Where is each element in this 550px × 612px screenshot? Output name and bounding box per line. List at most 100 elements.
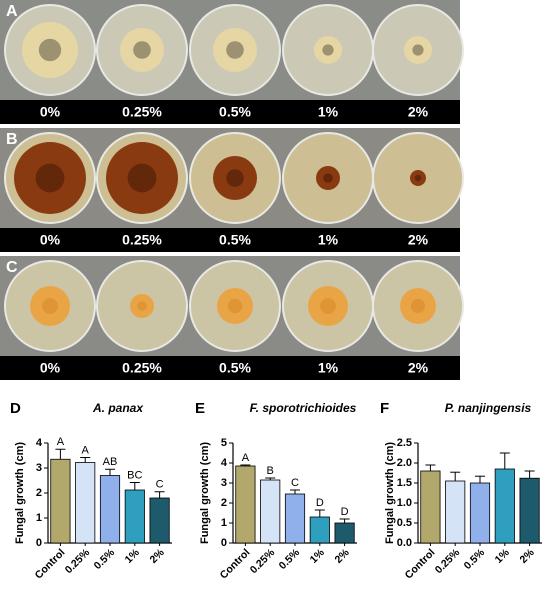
significance-letter: A [82,444,90,456]
y-tick-label: 2.5 [397,437,412,449]
bar [469,482,491,544]
chart-title: P. nanjingensis [445,401,532,415]
y-tick-label: 2 [221,497,227,509]
significance-letter: A [242,452,250,464]
panel-letter: A [6,3,18,20]
concentration-label: 0.25% [122,104,162,120]
colony-core [38,38,62,62]
colony-core [320,298,336,314]
x-tick-label: 2% [517,546,537,566]
chart-title: A. panax [92,401,144,415]
error-bar [240,464,251,466]
concentration-label: 0% [40,104,61,120]
error-bar [265,477,276,480]
x-tick-label: Control [33,547,68,582]
significance-letter: B [267,465,274,477]
bar [445,480,466,544]
bar [334,522,355,544]
colony-core [127,163,157,193]
colony-core [410,298,426,314]
y-tick-label: 3 [36,462,42,474]
concentration-label: 2% [408,232,429,248]
chart-title: F. sporotrichioides [250,401,357,415]
error-bar [105,468,115,476]
concentration-label: 0.5% [219,104,251,120]
error-bar [154,491,165,498]
x-tick-label: 0.5% [277,546,303,572]
y-tick-label: 0 [36,537,42,549]
bar [494,468,515,544]
colony-core [226,169,244,187]
x-tick-label: 0.25% [63,546,93,576]
colony-core [414,174,422,182]
x-tick-label: 0.25% [248,546,278,576]
error-bar [129,482,140,490]
colony-core [42,298,58,314]
x-tick-label: 1% [493,546,513,566]
error-bar [499,452,510,469]
x-tick-label: 1% [123,546,143,566]
colony-core [412,44,424,56]
error-bar [450,471,461,481]
label-strip [0,100,460,124]
label-strip [0,228,460,252]
colony-core [226,41,244,59]
significance-letter: AB [103,456,118,468]
error-bar [314,509,325,517]
significance-letter: D [316,497,324,509]
panel-letter: B [6,131,18,148]
x-tick-label: 0.5% [92,546,118,572]
x-tick-label: 0.5% [462,546,488,572]
x-tick-label: Control [403,547,438,582]
concentration-label: 0.25% [122,232,162,248]
y-tick-label: 0.0 [397,537,412,549]
bar [284,493,306,544]
significance-letter: C [291,477,299,489]
concentration-label: 0.5% [219,232,251,248]
concentration-label: 1% [318,104,339,120]
concentration-label: 2% [408,360,429,376]
y-tick-label: 4 [36,437,43,449]
concentration-label: 0% [40,232,61,248]
bar [260,479,281,544]
concentration-label: 0% [40,360,61,376]
bar [75,462,96,544]
error-bar [475,475,485,483]
error-bar [290,489,300,494]
panel-letter: D [10,400,21,417]
y-tick-label: 4 [221,457,228,469]
bar [50,458,71,544]
x-tick-label: 2% [332,546,352,566]
x-tick-label: 0.25% [433,546,463,576]
bar [420,470,441,544]
x-tick-label: Control [218,547,253,582]
colony-core [35,163,65,193]
concentration-label: 1% [318,232,339,248]
bar [124,489,145,544]
x-tick-label: 1% [308,546,328,566]
y-tick-label: 1.5 [397,477,412,489]
y-axis-label: Fungal growth (cm) [14,442,26,544]
y-tick-label: 2 [36,487,42,499]
colony-core [133,41,151,59]
bar [309,516,330,544]
colony-core [137,301,147,311]
y-tick-label: 2.0 [397,457,412,469]
y-tick-label: 1.0 [397,497,412,509]
panel-letter: E [195,400,205,417]
y-tick-label: 1 [36,512,42,524]
concentration-label: 0.5% [219,360,251,376]
error-bar [425,464,436,471]
y-tick-label: 5 [221,437,227,449]
label-strip [0,356,460,380]
x-tick-label: 2% [147,546,167,566]
significance-letter: BC [127,469,142,481]
concentration-label: 0.25% [122,360,162,376]
panel-letter: C [6,259,18,276]
y-axis-label: Fungal growth (cm) [384,442,396,544]
bar [149,497,170,544]
significance-letter: A [57,436,65,448]
bar [99,475,121,544]
colony-core [227,298,243,314]
